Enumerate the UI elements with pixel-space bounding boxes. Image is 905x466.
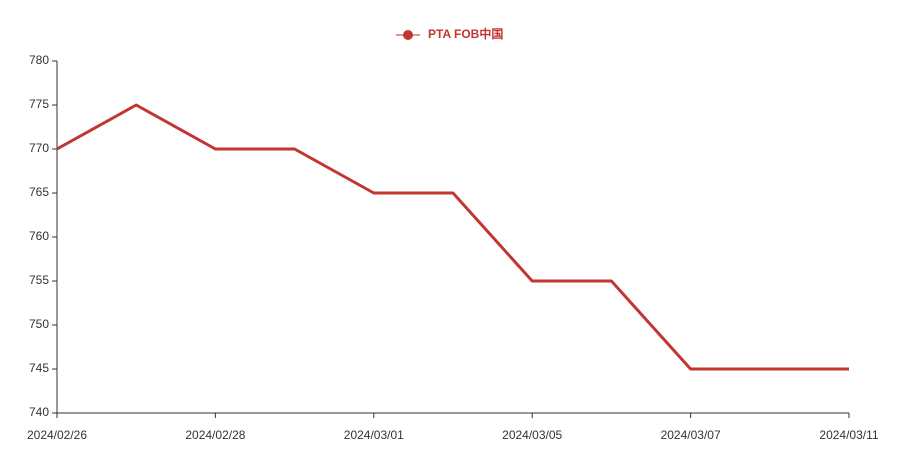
data-line	[56, 103, 849, 371]
y-tick-label: 755	[29, 273, 49, 287]
x-tick-label: 2024/03/11	[819, 428, 878, 442]
x-tick-label: 2024/03/05	[502, 428, 562, 442]
legend-label: PTA FOB中国	[428, 26, 503, 41]
y-tick-label: 740	[29, 405, 49, 419]
y-tick-label: 760	[29, 229, 49, 243]
y-tick-label: 775	[29, 97, 49, 111]
legend-marker	[403, 30, 413, 40]
x-tick-label: 2024/02/26	[27, 428, 87, 442]
y-tick-label: 780	[29, 53, 49, 67]
y-tick-label: 765	[29, 185, 49, 199]
x-tick-label: 2024/02/28	[185, 428, 245, 442]
y-tick-label: 770	[29, 141, 49, 155]
x-tick-label: 2024/03/01	[344, 428, 404, 442]
y-tick-label: 750	[29, 317, 49, 331]
y-tick-label: 745	[29, 361, 49, 375]
x-tick-label: 2024/03/07	[661, 428, 721, 442]
